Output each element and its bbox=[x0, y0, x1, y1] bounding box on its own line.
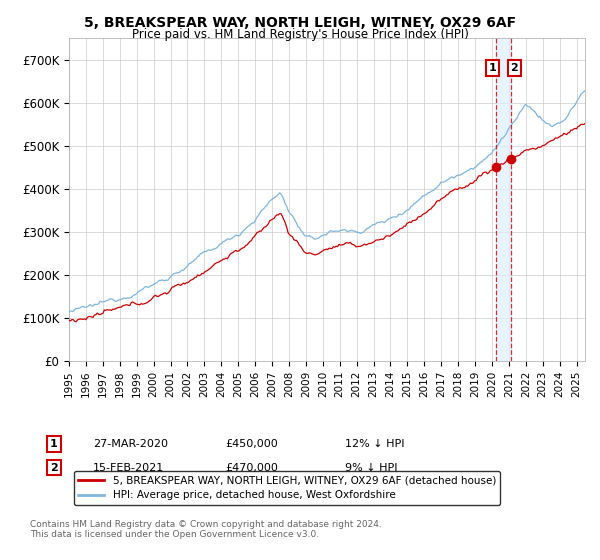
Legend: 5, BREAKSPEAR WAY, NORTH LEIGH, WITNEY, OX29 6AF (detached house), HPI: Average : 5, BREAKSPEAR WAY, NORTH LEIGH, WITNEY, … bbox=[74, 471, 500, 505]
Text: 15-FEB-2021: 15-FEB-2021 bbox=[93, 463, 164, 473]
Text: 12% ↓ HPI: 12% ↓ HPI bbox=[345, 439, 404, 449]
Text: Contains HM Land Registry data © Crown copyright and database right 2024.
This d: Contains HM Land Registry data © Crown c… bbox=[30, 520, 382, 539]
Text: 27-MAR-2020: 27-MAR-2020 bbox=[93, 439, 168, 449]
Text: £470,000: £470,000 bbox=[225, 463, 278, 473]
Text: 9% ↓ HPI: 9% ↓ HPI bbox=[345, 463, 398, 473]
Bar bbox=[496, 38, 511, 361]
Text: 2: 2 bbox=[50, 463, 58, 473]
Text: Price paid vs. HM Land Registry's House Price Index (HPI): Price paid vs. HM Land Registry's House … bbox=[131, 28, 469, 41]
Text: 1: 1 bbox=[50, 439, 58, 449]
Text: 5, BREAKSPEAR WAY, NORTH LEIGH, WITNEY, OX29 6AF: 5, BREAKSPEAR WAY, NORTH LEIGH, WITNEY, … bbox=[84, 16, 516, 30]
Text: 1: 1 bbox=[488, 63, 496, 73]
Text: £450,000: £450,000 bbox=[225, 439, 278, 449]
Text: 2: 2 bbox=[511, 63, 518, 73]
